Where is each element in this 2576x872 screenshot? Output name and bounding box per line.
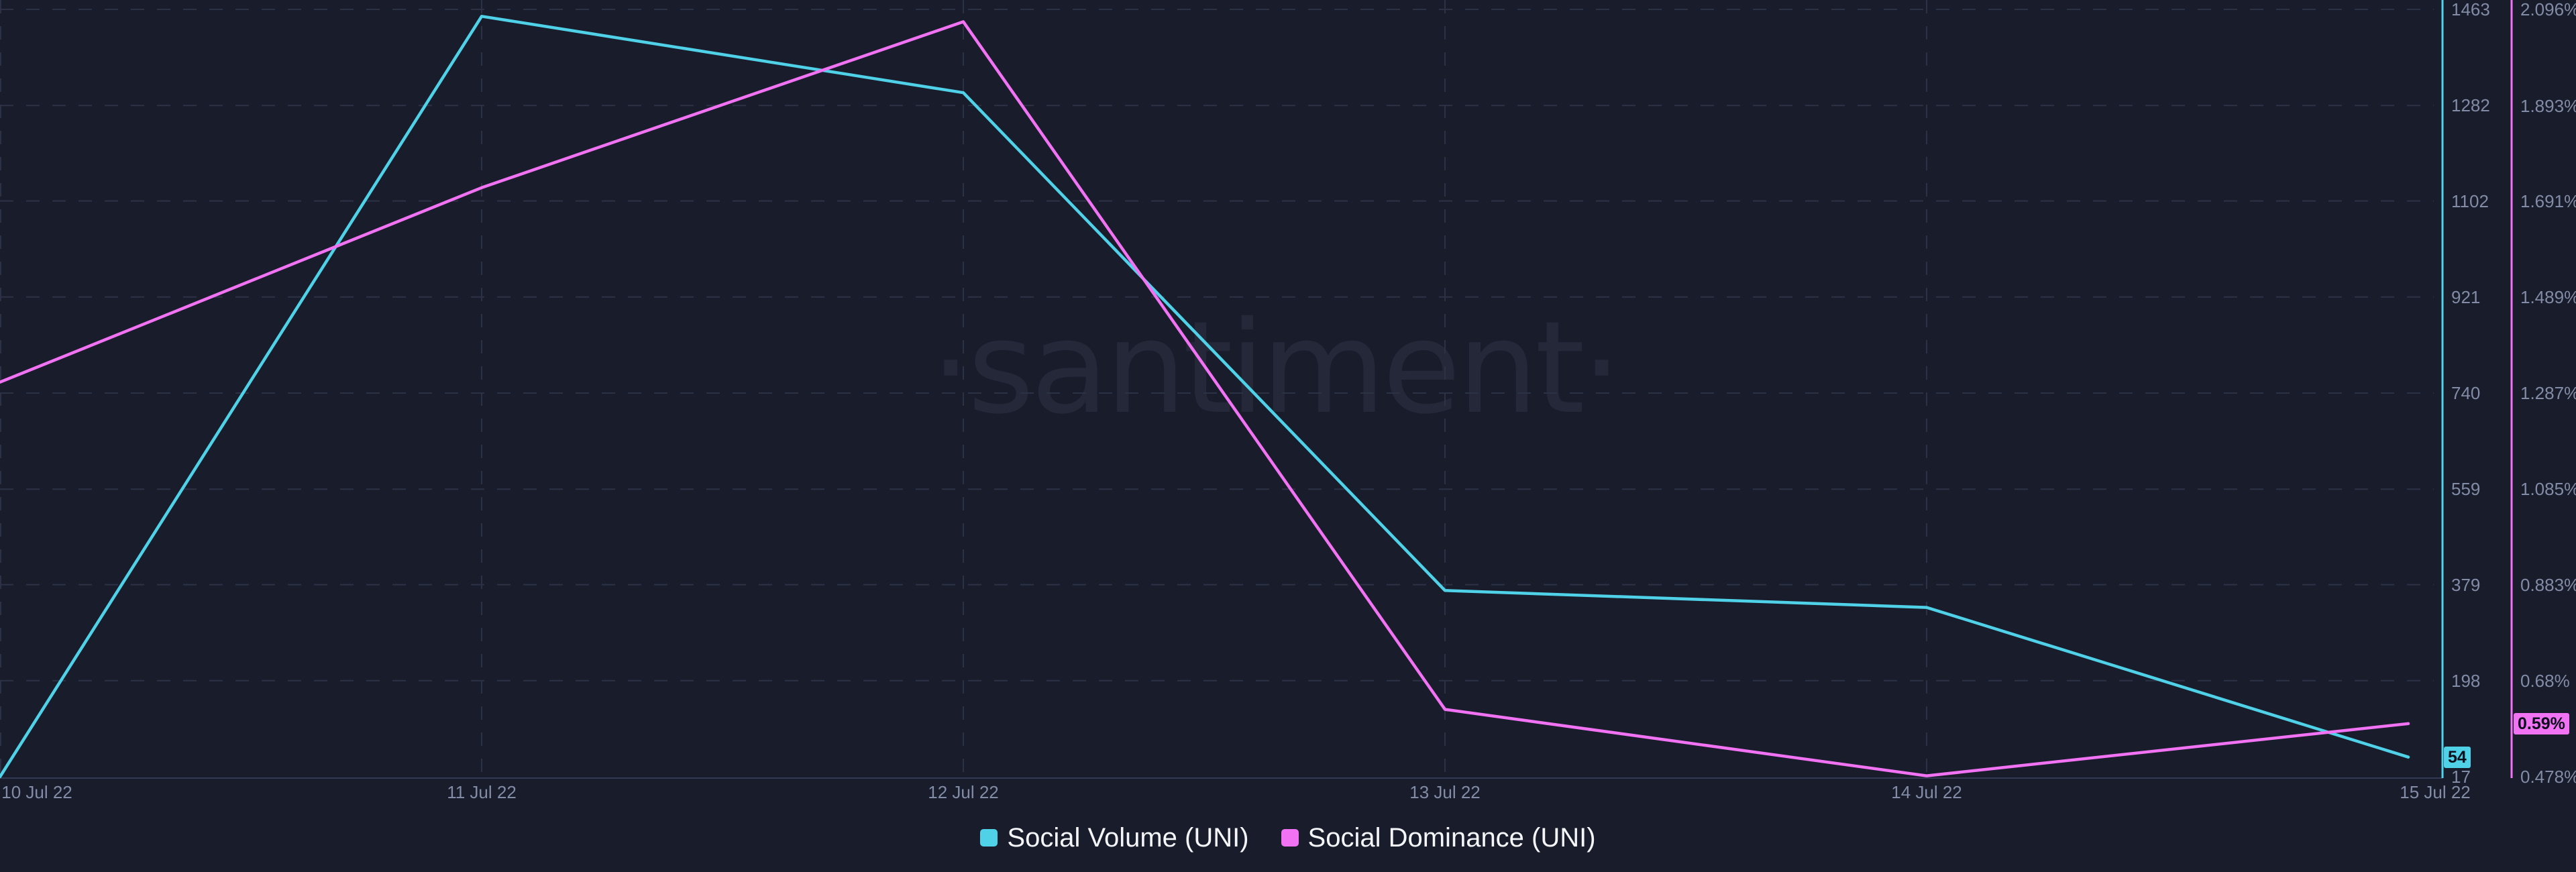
social-dominance-swatch-icon bbox=[1281, 829, 1299, 847]
social-volume-swatch-icon bbox=[980, 829, 998, 847]
dominance-tick-label: 1.893% bbox=[2520, 95, 2576, 116]
social-volume-current-badge: 54 bbox=[2444, 746, 2471, 768]
dominance-tick-label: 0.883% bbox=[2520, 574, 2576, 595]
dominance-tick-label: 1.085% bbox=[2520, 478, 2576, 499]
dominance-tick-label: 2.096% bbox=[2520, 0, 2576, 19]
legend-label-social-dominance: Social Dominance (UNI) bbox=[1307, 823, 1596, 853]
volume-tick-label: 740 bbox=[2451, 383, 2481, 403]
volume-tick-label: 17 bbox=[2451, 767, 2471, 787]
dominance-tick-label: 1.691% bbox=[2520, 191, 2576, 212]
volume-tick-label: 1282 bbox=[2451, 95, 2490, 116]
volume-tick-label: 921 bbox=[2451, 286, 2481, 307]
x-tick-label: 12 Jul 22 bbox=[928, 782, 999, 802]
x-tick-label: 13 Jul 22 bbox=[1409, 782, 1481, 802]
legend-item-social-volume[interactable]: Social Volume (UNI) bbox=[980, 822, 1249, 853]
x-tick-label: 14 Jul 22 bbox=[1891, 782, 1962, 802]
volume-tick-label: 198 bbox=[2451, 670, 2481, 691]
x-tick-label: 11 Jul 22 bbox=[447, 782, 517, 802]
x-tick-label: 15 Jul 22 bbox=[2400, 782, 2471, 802]
volume-tick-label: 1463 bbox=[2451, 0, 2490, 19]
dominance-tick-label: 1.489% bbox=[2520, 287, 2576, 308]
x-tick-label: 10 Jul 22 bbox=[1, 782, 72, 802]
dominance-tick-label: 0.478% bbox=[2520, 767, 2576, 787]
dominance-tick-label: 0.68% bbox=[2520, 671, 2570, 692]
series-line-social-dominance bbox=[0, 20, 2410, 777]
volume-tick-label: 379 bbox=[2451, 574, 2481, 595]
volume-tick-label: 1102 bbox=[2451, 190, 2489, 211]
series-line-social-volume bbox=[0, 15, 2410, 779]
volume-tick-label: 559 bbox=[2451, 479, 2481, 500]
social-dominance-current-badge: 0.59% bbox=[2514, 712, 2569, 734]
legend-item-social-dominance[interactable]: Social Dominance (UNI) bbox=[1281, 822, 1596, 853]
legend-label-social-volume: Social Volume (UNI) bbox=[1007, 823, 1249, 853]
legend: Social Volume (UNI) Social Dominance (UN… bbox=[0, 822, 2576, 853]
dominance-tick-label: 1.287% bbox=[2520, 383, 2576, 403]
